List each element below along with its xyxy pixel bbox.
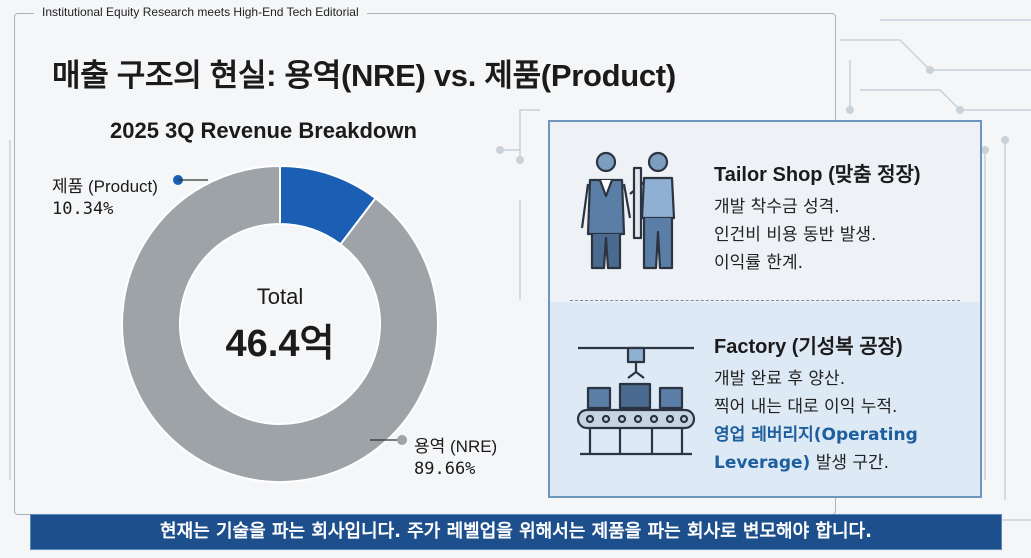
factory-tail: 발생 구간. <box>810 453 890 473</box>
donut-chart <box>121 164 439 483</box>
factory-highlight-1: 영업 레버리지(Operating <box>714 425 918 445</box>
comparison-panel: Tailor Shop (맞춤 정장) 개발 착수금 성격. 인건비 비용 동반… <box>548 120 982 498</box>
tailor-shop-title: Tailor Shop (맞춤 정장) <box>714 164 921 186</box>
legend-nre: 용역 (NRE) 89.66% <box>414 432 497 479</box>
slice-nre <box>121 164 439 483</box>
footer-message: 현재는 기술을 파는 회사입니다. 주가 레벨업을 위해서는 제품을 파는 회사… <box>30 514 1002 550</box>
tailor-line-2: 인건비 비용 동반 발생. <box>714 225 877 245</box>
tailor-shop-panel: Tailor Shop (맞춤 정장) 개발 착수금 성격. 인건비 비용 동반… <box>550 122 980 300</box>
factory-line-1: 개발 완료 후 양산. <box>714 369 846 389</box>
nre-leader-line <box>370 435 407 445</box>
legend-nre-name: 용역 (NRE) <box>414 437 498 456</box>
legend-product: 제품 (Product) 10.34% <box>52 172 158 219</box>
panel-divider <box>570 300 960 301</box>
tailor-line-1: 개발 착수금 성격. <box>714 197 840 217</box>
tailor-line-3: 이익률 한계. <box>714 253 804 273</box>
page-title: 매출 구조의 현실: 용역(NRE) vs. 제품(Product) <box>52 58 676 93</box>
legend-product-name: 제품 (Product) <box>52 177 158 196</box>
factory-conveyor-icon <box>576 346 696 456</box>
chart-title: 2025 3Q Revenue Breakdown <box>110 118 417 143</box>
legend-product-value: 10.34% <box>52 199 114 219</box>
donut-center-value: 46.4억 <box>225 323 335 365</box>
factory-panel: Factory (기성복 공장) 개발 완료 후 양산. 찍어 내는 대로 이익… <box>550 302 980 496</box>
legend-nre-value: 89.66% <box>414 459 476 479</box>
factory-line-2: 찍어 내는 대로 이익 누적. <box>714 397 898 417</box>
product-leader-line <box>173 175 208 185</box>
factory-title: Factory (기성복 공장) <box>714 336 903 358</box>
factory-line-4: Leverage) 발생 구간. <box>714 448 889 473</box>
donut-center-label: Total <box>256 284 304 309</box>
tailor-measuring-icon <box>580 151 676 270</box>
factory-highlight-2: Leverage) <box>714 453 811 473</box>
header-tagline: Institutional Equity Research meets High… <box>34 5 367 19</box>
